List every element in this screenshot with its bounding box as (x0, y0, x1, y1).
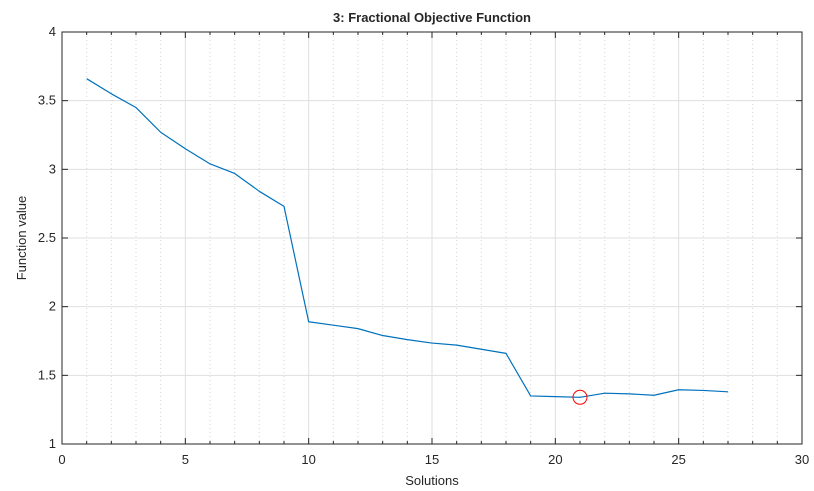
x-tick-label: 20 (548, 452, 562, 467)
x-tick-label: 25 (671, 452, 685, 467)
tick-labels: 0 5 10 15 20 25 30 1 1.5 2 2.5 3 3.5 4 (38, 24, 809, 467)
highlight-layer (572, 389, 588, 405)
y-tick-label: 3 (49, 161, 56, 176)
x-tick-label: 30 (795, 452, 809, 467)
x-tick-label: 5 (182, 452, 189, 467)
y-tick-label: 1.5 (38, 367, 56, 382)
chart-title: 3: Fractional Objective Function (333, 10, 531, 25)
x-tick-label: 0 (58, 452, 65, 467)
y-tick-label: 2 (49, 299, 56, 314)
series-layer (86, 78, 729, 398)
series-line (86, 78, 729, 398)
y-axis-label: Function value (14, 196, 29, 281)
x-tick-label: 15 (425, 452, 439, 467)
highlight-marker (572, 389, 588, 405)
y-tick-label: 2.5 (38, 230, 56, 245)
y-tick-label: 3.5 (38, 93, 56, 108)
y-tick-label: 1 (49, 436, 56, 451)
x-axis-label: Solutions (405, 473, 459, 488)
ticks-layer (61, 31, 803, 445)
x-tick-label: 10 (301, 452, 315, 467)
y-tick-label: 4 (49, 24, 56, 39)
